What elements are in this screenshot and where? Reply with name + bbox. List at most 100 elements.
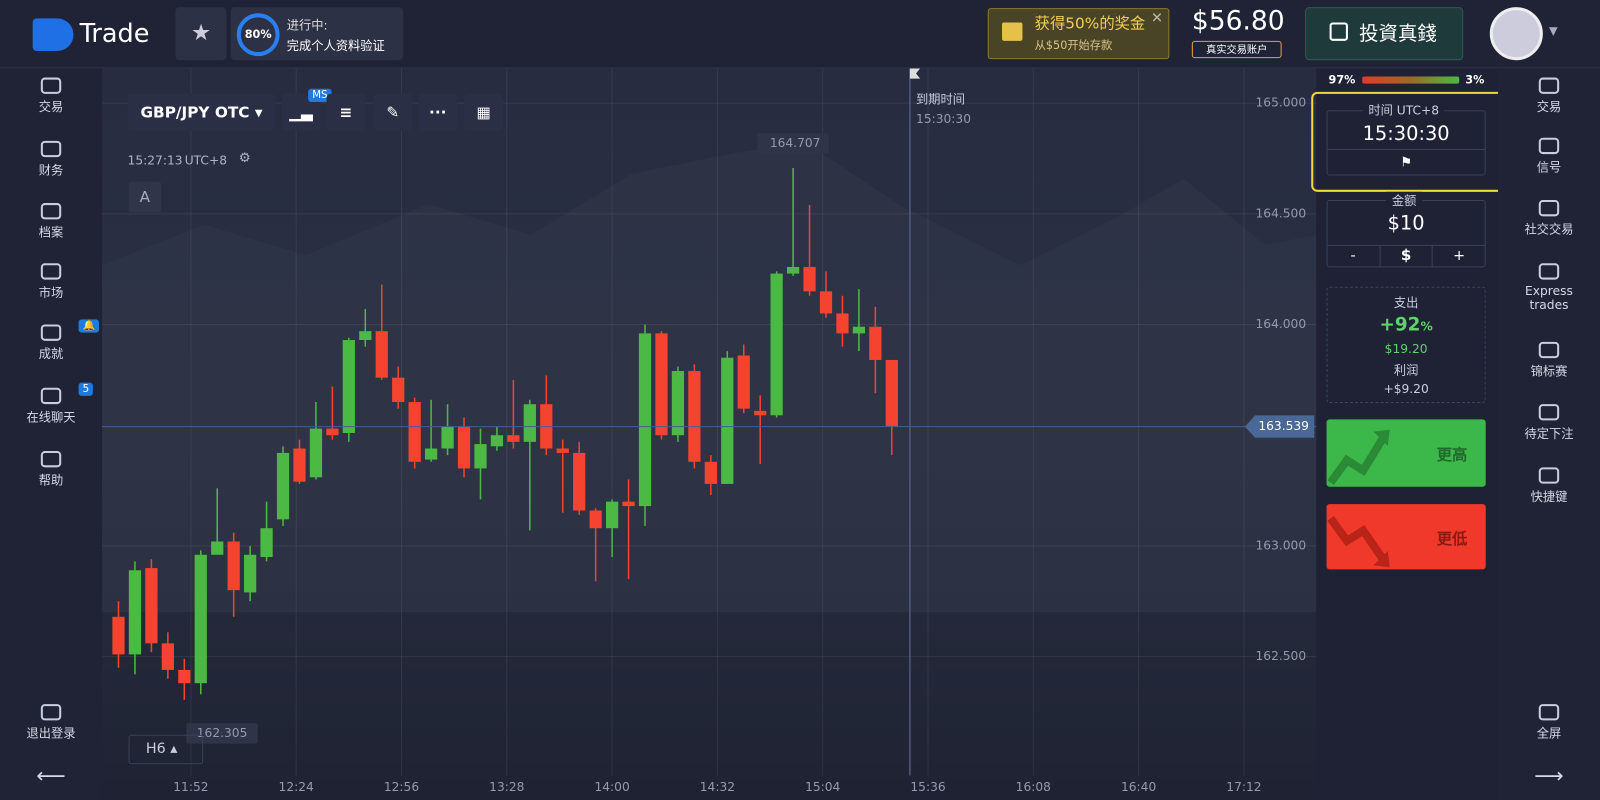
nav-label: 市场 <box>38 285 64 300</box>
logo-icon <box>32 18 74 52</box>
higher-button[interactable]: 更高 <box>1326 419 1486 487</box>
pair-selector[interactable]: GBP/JPY OTC ▾ <box>127 93 276 131</box>
nav-item[interactable]: 档案 <box>0 203 102 241</box>
candle-body <box>589 510 602 529</box>
expiry-label: 到期时间 <box>916 92 965 106</box>
nav-item[interactable]: 信号 <box>1498 137 1600 176</box>
expiry-flag <box>909 68 921 79</box>
y-tick-label: 164.000 <box>1256 317 1307 331</box>
account-type[interactable]: 真实交易账户 <box>1191 40 1282 59</box>
nav-label: Express trades <box>1525 283 1573 313</box>
nav-item[interactable]: 锦标赛 <box>1498 341 1600 380</box>
profit-value: +$9.20 <box>1383 381 1429 396</box>
max-label: 164.707 <box>770 136 821 150</box>
amount-plus[interactable]: + <box>1453 247 1466 265</box>
x-tick-label: 16:40 <box>1121 780 1156 794</box>
drawing-label[interactable]: A <box>128 181 162 213</box>
logout[interactable]: 退出登录 <box>0 704 102 742</box>
y-tick-label: 165.000 <box>1256 96 1307 110</box>
nav-item[interactable]: 帮助 <box>0 451 102 489</box>
layout-button[interactable]: ▦ <box>464 93 504 131</box>
nav-icon <box>1538 263 1560 280</box>
candle-body <box>161 643 174 670</box>
expand-arrow[interactable]: ⟶ <box>1534 763 1564 788</box>
x-tick-label: 12:24 <box>279 780 314 794</box>
balance: $56.80 <box>1191 6 1285 37</box>
payout-label: 支出 <box>1393 295 1419 311</box>
nav-item[interactable]: 在线聊天 <box>0 387 102 426</box>
nav-item[interactable]: Express trades <box>1498 263 1600 312</box>
candle-body <box>688 371 701 462</box>
bonus-close[interactable]: ✕ <box>1151 10 1163 27</box>
candle-body <box>573 452 586 511</box>
nav-icon <box>1538 341 1560 359</box>
favorite-button[interactable]: ★ <box>175 7 227 61</box>
candle-body <box>869 326 882 360</box>
nav-label: 社交交易 <box>1524 222 1574 237</box>
nav-item[interactable]: 财务 <box>0 140 102 179</box>
amount-currency[interactable]: $ <box>1379 245 1433 268</box>
candle-body <box>605 501 619 529</box>
y-tick-label: 163.000 <box>1256 538 1307 552</box>
candle-body <box>786 266 800 274</box>
nav-icon <box>40 140 62 158</box>
progress-ring: 80% <box>236 13 280 57</box>
x-tick-label: 16:08 <box>1016 780 1051 794</box>
timeframe-button[interactable]: H6 ▴ <box>128 734 204 765</box>
nav-item[interactable]: 社交交易 <box>1498 199 1600 238</box>
lower-icon <box>1327 515 1390 568</box>
clock-settings[interactable]: ⚙ <box>238 151 251 167</box>
settings-button[interactable]: ≡ <box>326 93 366 131</box>
candle-body <box>704 461 717 484</box>
candle-body <box>128 570 142 655</box>
logout-label: 退出登录 <box>26 726 76 741</box>
nav-item[interactable]: 待定下注 <box>1498 404 1600 442</box>
candle-body <box>852 326 866 334</box>
candle-body <box>211 541 224 555</box>
candle-body <box>474 444 487 469</box>
nav-item[interactable]: 快捷键 <box>1498 467 1600 505</box>
nav-item[interactable]: 交易 <box>1498 77 1600 116</box>
candle-body <box>375 331 388 378</box>
candle-body <box>671 371 685 436</box>
sentiment-up: 3% <box>1465 73 1485 87</box>
payout-box <box>1326 286 1486 404</box>
nav-icon <box>40 451 62 468</box>
candle-body <box>293 448 306 482</box>
payout-amount: $19.20 <box>1384 341 1428 357</box>
candle-body <box>622 501 635 507</box>
nav-item[interactable]: 成就 <box>0 324 102 362</box>
candle-body <box>424 448 438 460</box>
draw-button[interactable]: ✎ <box>373 93 413 131</box>
x-tick-label: 15:36 <box>910 780 945 794</box>
max-label-box <box>757 133 829 154</box>
nav-item[interactable]: 市场 <box>0 263 102 301</box>
nav-label: 档案 <box>38 225 64 240</box>
progress-task: 完成个人资料验证 <box>286 38 385 54</box>
more-button[interactable]: ··· <box>418 93 458 131</box>
candle-body <box>244 554 257 593</box>
bonus-subtitle: 从$50开始存款 <box>1034 38 1113 53</box>
gift-icon <box>1002 22 1023 41</box>
candle-body <box>408 402 421 462</box>
nav-icon <box>40 324 62 341</box>
amount-minus[interactable]: - <box>1350 247 1356 265</box>
avatar[interactable] <box>1489 7 1543 61</box>
clock: 15:27:13 <box>127 153 183 168</box>
expiry-time: 15:30:30 <box>916 112 971 126</box>
lower-button[interactable]: 更低 <box>1326 504 1486 570</box>
lower-label: 更低 <box>1436 529 1468 548</box>
nav-item[interactable]: 交易 <box>0 77 102 116</box>
x-tick-label: 15:04 <box>805 780 840 794</box>
avatar-menu[interactable]: ▼ <box>1548 24 1558 38</box>
fullscreen-label: 全屏 <box>1536 726 1562 741</box>
progress-status: 进行中: <box>286 18 328 33</box>
pair-label: GBP/JPY OTC <box>140 103 250 122</box>
nav-icon <box>1538 77 1560 94</box>
candle-body <box>754 410 767 416</box>
candle-body <box>112 616 125 655</box>
chat-badge: 5 <box>78 382 94 396</box>
fullscreen[interactable]: 全屏 <box>1498 704 1600 742</box>
collapse-arrow[interactable]: ⟵ <box>36 763 66 788</box>
